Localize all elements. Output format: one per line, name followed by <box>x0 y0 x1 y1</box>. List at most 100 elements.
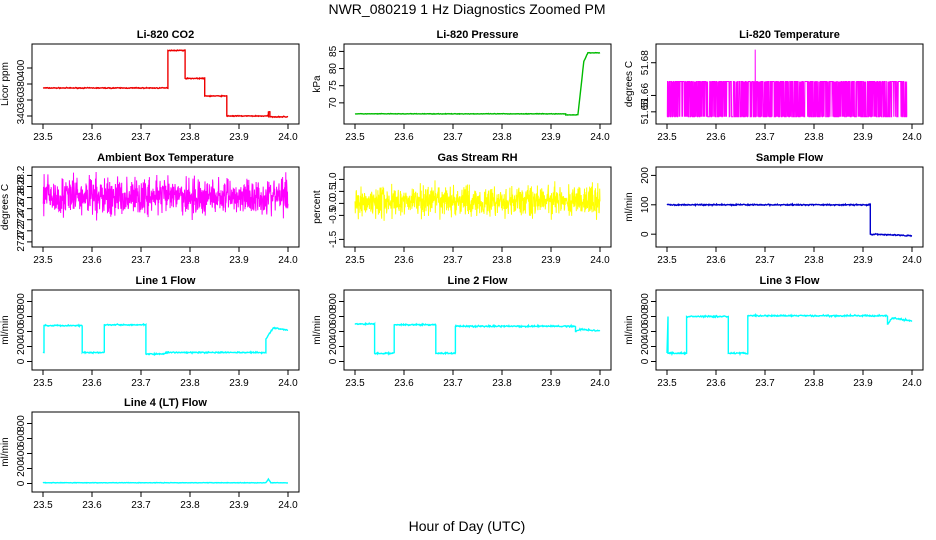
y-tick-label: 0.0 <box>328 196 339 210</box>
x-tick-label: 23.7 <box>443 255 463 266</box>
x-axis-label: Hour of Day (UTC) <box>409 518 526 534</box>
plot-frame <box>655 166 924 248</box>
series-line <box>42 49 289 119</box>
y-tick-label: 27.6 <box>16 198 27 218</box>
x-tick-label: 23.6 <box>82 255 102 266</box>
y-tick-label: 200 <box>328 338 339 355</box>
x-tick-label: 23.5 <box>345 255 365 266</box>
panel-1: Li-820 CO2 23.5 23.6 23.7 23.8 23.9 24.0 340360… <box>0 29 300 143</box>
x-tick-label: 24.0 <box>278 378 298 389</box>
x-tick-label: 24.0 <box>590 255 610 266</box>
y-tick-label: 800 <box>328 293 339 310</box>
y-tick-label: 400 <box>640 323 651 340</box>
series-line <box>666 202 913 238</box>
x-tick-label: 24.0 <box>278 500 298 511</box>
panel-title: Line 1 Flow <box>136 275 196 287</box>
y-tick-label: 400 <box>16 445 27 462</box>
panel-title: Ambient Box Temperature <box>97 152 234 164</box>
x-tick-label: 23.7 <box>755 132 775 143</box>
x-tick-label: 24.0 <box>278 255 298 266</box>
panel-4: Ambient Box Temperature 23.5 23.6 23.7 23.8 2… <box>0 152 300 266</box>
y-tick-label: 200 <box>640 167 651 184</box>
y-tick-label: 51.66 <box>640 83 651 108</box>
x-tick-label: 23.9 <box>229 500 249 511</box>
y-tick-label: 27.8 <box>16 187 27 207</box>
x-tick-label: 23.8 <box>804 378 824 389</box>
x-tick-label: 23.5 <box>33 378 53 389</box>
y-axis-label: degrees C <box>0 184 11 230</box>
series-line <box>354 321 601 356</box>
x-tick-label: 23.9 <box>229 378 249 389</box>
x-tick-label: 23.9 <box>541 132 561 143</box>
panel-grid: Li-820 CO2 23.5 23.6 23.7 23.8 23.9 24.0 340360… <box>0 29 924 511</box>
panel-7: Line 1 Flow 23.5 23.6 23.7 23.8 23.9 24.0 0 2004… <box>0 275 300 389</box>
x-tick-label: 23.8 <box>492 378 512 389</box>
x-tick-label: 24.0 <box>278 132 298 143</box>
x-tick-label: 23.9 <box>541 378 561 389</box>
panel-title: Gas Stream RH <box>437 152 517 164</box>
panel-5: Gas Stream RH 23.5 23.6 23.7 23.8 23.9 24.0 -1.… <box>312 152 612 266</box>
y-tick-label: 28.0 <box>16 176 27 196</box>
y-axis-label: degrees C <box>624 61 635 107</box>
x-tick-label: 23.7 <box>131 255 151 266</box>
y-tick-label: 360 <box>16 91 27 108</box>
y-tick-label: 70 <box>328 97 339 109</box>
plot-frame <box>31 166 300 248</box>
x-tick-label: 23.7 <box>131 378 151 389</box>
x-tick-label: 24.0 <box>902 132 922 143</box>
figure-title: NWR_080219 1 Hz Diagnostics Zoomed PM <box>328 1 605 17</box>
panel-3: Li-820 Temperature 23.5 23.6 23.7 23.8 23.9 24… <box>624 29 924 143</box>
series-line <box>42 477 288 484</box>
y-tick-label: 0 <box>16 358 27 364</box>
y-tick-label: 200 <box>640 338 651 355</box>
y-tick-label: 800 <box>16 415 27 432</box>
x-tick-label: 23.8 <box>180 378 200 389</box>
y-tick-label: 600 <box>16 430 27 447</box>
panel-10: Line 4 (LT) Flow 23.5 23.6 23.7 23.8 23.9 24.0… <box>0 397 300 511</box>
y-tick-label: 85 <box>328 45 339 57</box>
panel-title: Line 3 Flow <box>760 275 820 287</box>
panel-title: Li-820 Pressure <box>437 29 519 41</box>
y-tick-label: 1.0 <box>328 172 339 186</box>
plot-frame <box>31 289 300 371</box>
x-tick-label: 23.8 <box>492 255 512 266</box>
x-tick-label: 23.9 <box>853 378 873 389</box>
panel-title: Li-820 CO2 <box>137 29 194 41</box>
y-tick-label: 27.4 <box>16 210 27 230</box>
x-tick-label: 23.5 <box>33 500 53 511</box>
y-tick-label: -1.5 <box>328 230 339 248</box>
panel-title: Sample Flow <box>756 152 824 164</box>
y-tick-label: 400 <box>16 323 27 340</box>
y-tick-label: 0.5 <box>328 184 339 198</box>
x-tick-label: 23.5 <box>657 132 677 143</box>
x-tick-label: 23.7 <box>755 255 775 266</box>
x-tick-label: 23.7 <box>131 132 151 143</box>
panel-title: Line 2 Flow <box>448 275 508 287</box>
x-tick-label: 23.5 <box>33 132 53 143</box>
x-tick-label: 23.9 <box>853 132 873 143</box>
x-tick-label: 23.9 <box>229 255 249 266</box>
y-axis-label: ml/min <box>312 315 323 344</box>
x-tick-label: 23.9 <box>853 255 873 266</box>
plot-frame <box>343 289 612 371</box>
series-trace <box>42 171 289 221</box>
panel-title: Li-820 Temperature <box>739 29 840 41</box>
y-tick-label: 75 <box>328 80 339 92</box>
y-tick-label: 51.65 <box>640 99 651 124</box>
plot-frame <box>31 411 300 493</box>
x-tick-label: 23.9 <box>229 132 249 143</box>
y-tick-label: -0.5 <box>328 206 339 224</box>
y-axis-label: percent <box>312 190 323 224</box>
x-tick-label: 23.6 <box>82 500 102 511</box>
y-tick-label: 27.2 <box>16 221 27 241</box>
panel-2: Li-820 Pressure 23.5 23.6 23.7 23.8 23.9 24.0 7… <box>312 29 612 143</box>
x-tick-label: 24.0 <box>902 255 922 266</box>
x-tick-label: 23.8 <box>180 500 200 511</box>
y-axis-label: kPa <box>312 75 323 93</box>
y-tick-label: 340 <box>16 107 27 124</box>
x-tick-label: 23.8 <box>804 255 824 266</box>
y-tick-label: 600 <box>16 308 27 325</box>
x-tick-label: 24.0 <box>590 378 610 389</box>
x-tick-label: 23.6 <box>706 132 726 143</box>
